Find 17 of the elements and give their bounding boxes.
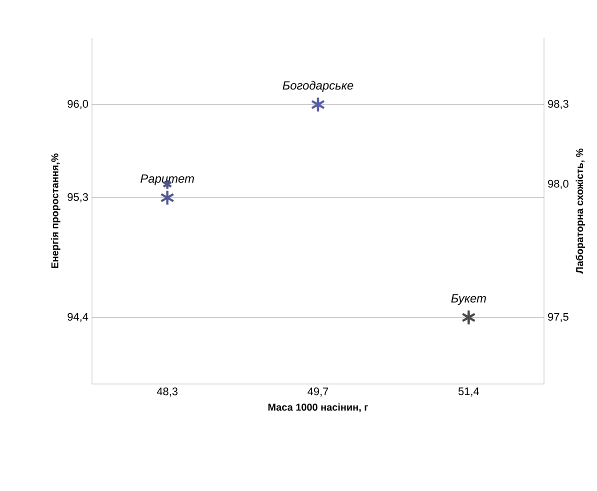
y2-tick-label: 97,5 xyxy=(548,312,568,322)
x-tick-label: 48,3 xyxy=(156,388,178,397)
y2-tick-label: 98,3 xyxy=(548,100,568,110)
y-tick-label: 96,0 xyxy=(68,100,88,110)
point xyxy=(462,309,476,326)
y-tick-label: 95,3 xyxy=(68,193,88,202)
annotation: Богодарське xyxy=(282,80,354,92)
x-tick-label: 51,4 xyxy=(458,388,480,396)
annotation: Букет xyxy=(451,294,486,305)
annotation: Раритет xyxy=(140,174,194,186)
y2-tick-label: 98,0 xyxy=(548,180,568,189)
x-axis-title: Маса 1000 насінин, г xyxy=(268,403,368,412)
y-tick-label: 94,4 xyxy=(68,312,88,322)
point xyxy=(464,312,474,324)
y2-axis-title: Лабораторна схожість, % xyxy=(576,148,586,274)
y-axis-title: Енергія проростання,% xyxy=(51,154,60,268)
x-tick-label: 49,7 xyxy=(308,388,328,397)
